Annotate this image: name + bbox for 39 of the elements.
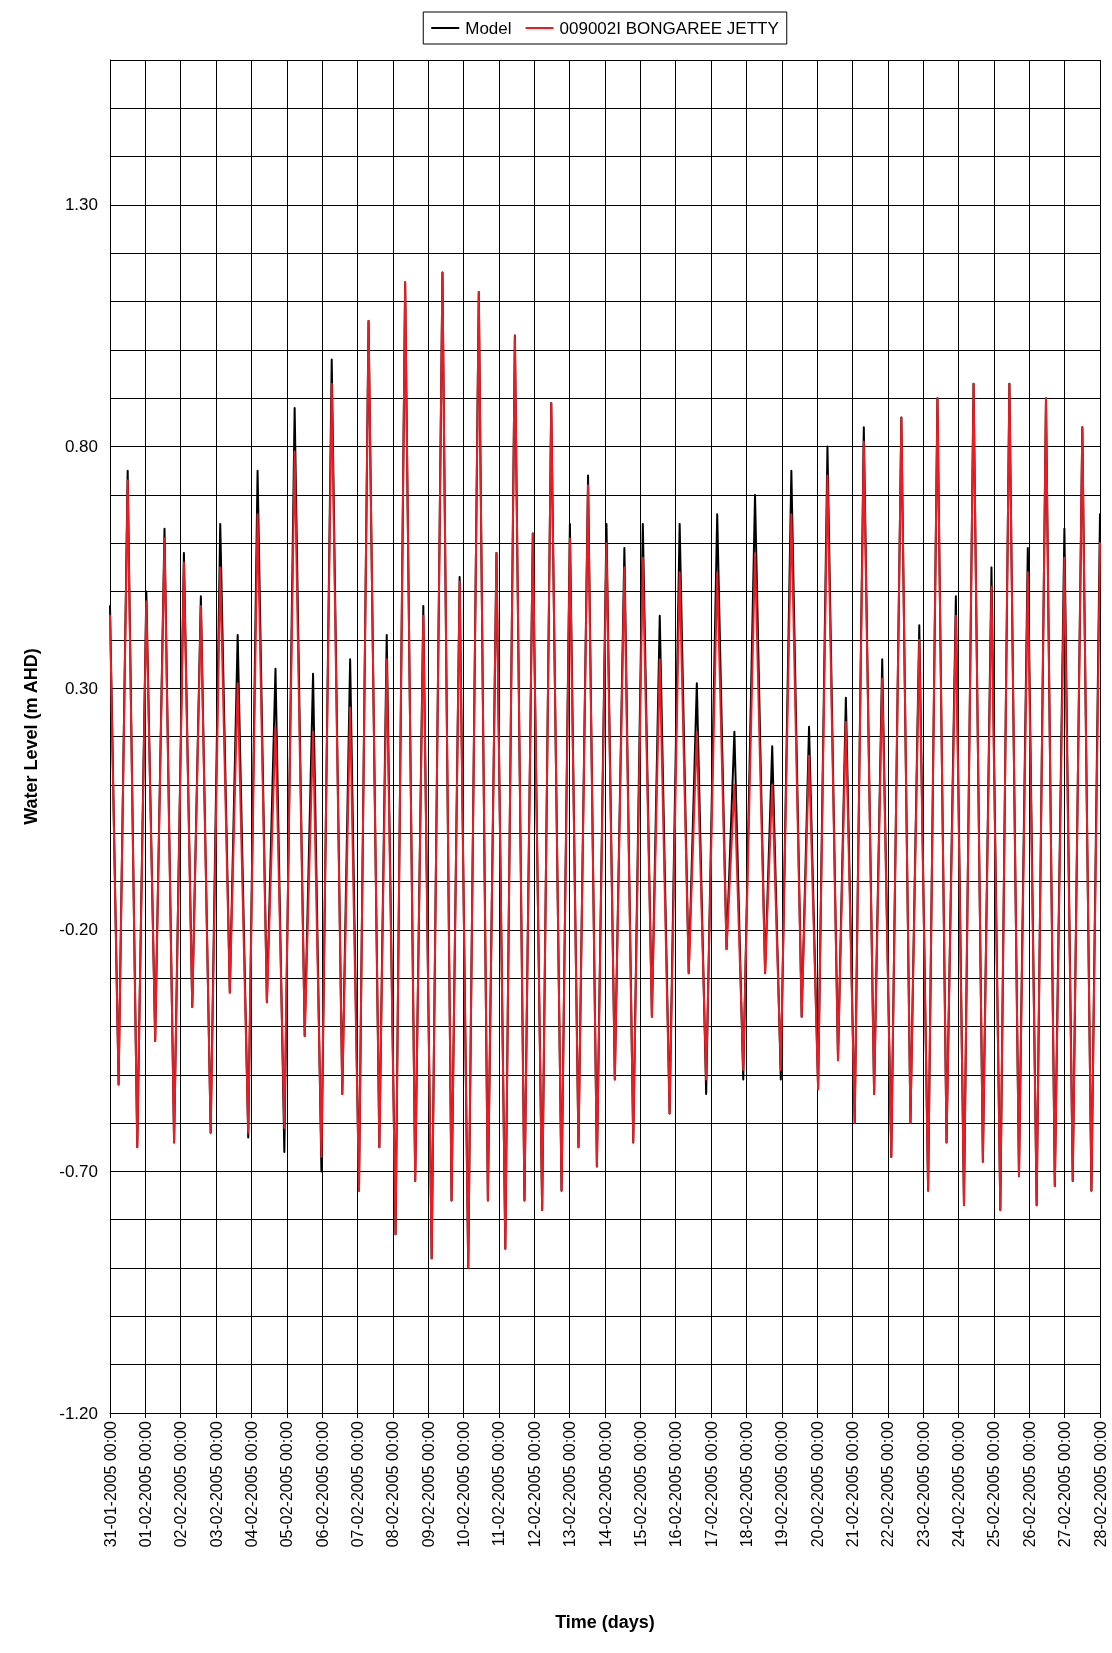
x-tick-label: 20-02-2005 00:00 — [808, 1420, 826, 1548]
y-tick-label: 0.30 — [64, 678, 98, 698]
x-tick-label: 10-02-2005 00:00 — [455, 1420, 473, 1548]
x-tick-label: 27-02-2005 00:00 — [1056, 1420, 1074, 1548]
x-tick-label: 16-02-2005 00:00 — [667, 1420, 685, 1548]
legend-label: 009002I BONGAREE JETTY — [559, 18, 779, 38]
x-tick-label: 07-02-2005 00:00 — [349, 1420, 366, 1548]
x-tick-label: 06-02-2005 00:00 — [313, 1420, 331, 1548]
x-tick-label: 18-02-2005 00:00 — [737, 1420, 755, 1548]
x-tick-label: 22-02-2005 00:00 — [879, 1420, 897, 1548]
y-tick-label: -0.20 — [59, 920, 98, 940]
y-axis-title: Water Level (m AHD) — [21, 648, 41, 825]
x-tick-label: 15-02-2005 00:00 — [631, 1420, 649, 1548]
x-tick-label: 19-02-2005 00:00 — [773, 1420, 791, 1548]
x-tick-label: 25-02-2005 00:00 — [985, 1420, 1003, 1548]
y-tick-label: -0.70 — [59, 1161, 98, 1181]
x-tick-label: 17-02-2005 00:00 — [702, 1420, 720, 1548]
x-tick-label: 24-02-2005 00:00 — [950, 1420, 968, 1548]
legend-label: Model — [465, 18, 512, 38]
x-tick-label: 03-02-2005 00:00 — [207, 1420, 225, 1548]
x-tick-label: 23-02-2005 00:00 — [914, 1420, 932, 1548]
x-tick-label: 14-02-2005 00:00 — [596, 1420, 614, 1548]
x-tick-label: 12-02-2005 00:00 — [525, 1420, 543, 1548]
x-tick-label: 26-02-2005 00:00 — [1020, 1420, 1038, 1548]
x-tick-label: 09-02-2005 00:00 — [419, 1420, 437, 1548]
x-tick-label: 01-02-2005 00:00 — [136, 1420, 154, 1548]
x-tick-label: 08-02-2005 00:00 — [384, 1420, 402, 1548]
x-tick-label: 11-02-2005 00:00 — [490, 1420, 508, 1547]
y-tick-label: 0.80 — [64, 437, 98, 457]
x-tick-label: 04-02-2005 00:00 — [242, 1420, 260, 1548]
x-tick-label: 31-01-2005 00:00 — [101, 1420, 119, 1548]
x-tick-label: 21-02-2005 00:00 — [844, 1420, 861, 1548]
x-tick-label: 28-02-2005 00:00 — [1091, 1420, 1109, 1548]
x-tick-label: 13-02-2005 00:00 — [561, 1420, 579, 1548]
x-axis-title: Time (days) — [555, 1612, 655, 1632]
y-tick-label: 1.30 — [64, 195, 98, 215]
y-tick-label: -1.20 — [59, 1403, 98, 1423]
x-tick-label: 05-02-2005 00:00 — [278, 1420, 296, 1548]
x-tick-label: 02-02-2005 00:00 — [172, 1420, 190, 1548]
